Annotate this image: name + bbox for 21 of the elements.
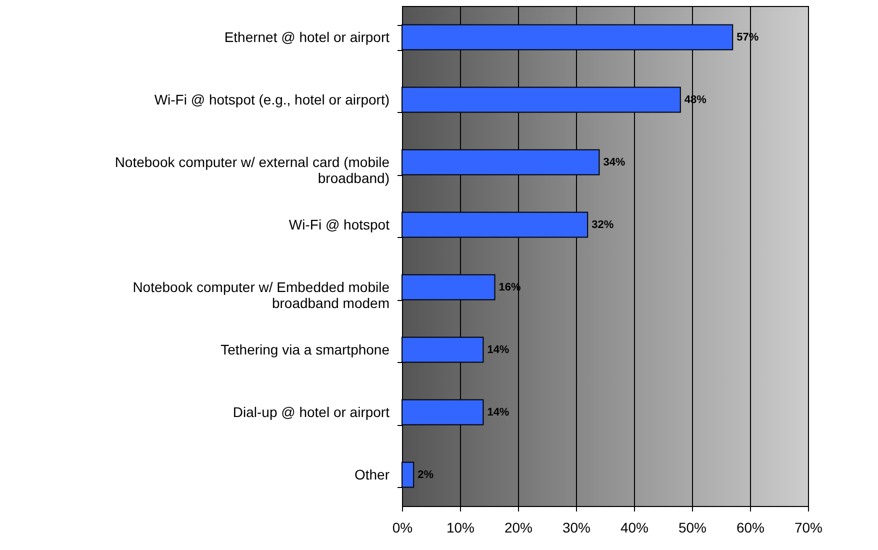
x-tick-label: 20% xyxy=(504,520,533,536)
data-label: 14% xyxy=(487,344,510,356)
x-tick-label: 50% xyxy=(678,520,707,536)
y-tick-label: Notebook computer w/ Embedded mobile broadband modem xyxy=(132,278,390,311)
x-tick-label: 10% xyxy=(446,520,475,536)
x-tick-label: 30% xyxy=(562,520,591,536)
y-tick-label: Dial-up @ hotel or airport xyxy=(232,404,390,420)
data-label: 2% xyxy=(418,468,434,481)
x-tick-label: 0% xyxy=(392,520,413,536)
x-tick-label: 70% xyxy=(794,520,823,536)
x-tick-label: 40% xyxy=(620,520,649,536)
data-label: 14% xyxy=(487,406,510,418)
y-tick-label: Ethernet @ hotel or airport xyxy=(224,28,390,45)
y-tick-label: Wi-Fi @ hotspot (e.g., hotel or airport) xyxy=(154,91,390,108)
y-tick-label: Wi-Fi @ hotspot xyxy=(288,216,390,232)
y-tick-label: Other xyxy=(354,466,390,482)
x-tick-label: 60% xyxy=(736,520,765,536)
data-label: 34% xyxy=(603,156,626,168)
y-tick-label: Notebook computer w/ external card (mobile broadband) xyxy=(114,154,390,186)
y-tick-label: Tethering via a smartphone xyxy=(220,341,390,358)
data-label: 32% xyxy=(592,218,614,231)
